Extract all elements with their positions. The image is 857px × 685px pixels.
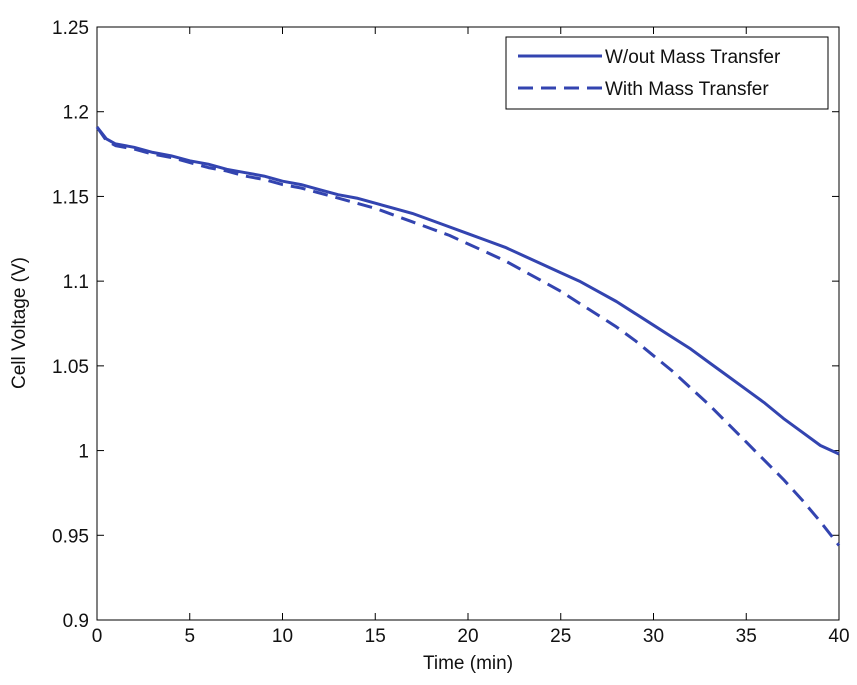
- y-axis-label: Cell Voltage (V): [9, 257, 30, 389]
- x-tick-label: 10: [272, 626, 293, 647]
- series-line-without-mass-transfer: [95, 126, 840, 456]
- y-tick-label: 1.05: [52, 357, 89, 378]
- y-tick-label: 1.1: [63, 272, 89, 293]
- legend: W/out Mass Transfer With Mass Transfer: [505, 36, 829, 110]
- x-tick-label: 40: [828, 626, 849, 647]
- y-tick-label: 0.95: [52, 526, 89, 547]
- x-tick-label: 0: [92, 626, 103, 647]
- legend-label-without-mass-transfer: W/out Mass Transfer: [605, 47, 781, 68]
- y-tick-label: 1.2: [63, 103, 89, 124]
- x-tick-label: 30: [643, 626, 664, 647]
- axis-ticks: 0 5 10 15 20 25 30 35 40 0.9 0.95 1 1.05 1.1 1.15 1.2 1.…: [52, 18, 850, 647]
- x-tick-label: 35: [736, 626, 757, 647]
- legend-box: [505, 36, 829, 110]
- plot-frame: [96, 26, 840, 621]
- x-tick-label: 15: [365, 626, 386, 647]
- y-tick-label: 0.9: [63, 611, 89, 632]
- x-tick-label: 25: [550, 626, 571, 647]
- legend-label-with-mass-transfer: With Mass Transfer: [605, 79, 769, 100]
- x-tick-label: 5: [184, 626, 195, 647]
- x-axis-label: Time (min): [423, 653, 513, 674]
- series-line-with-mass-transfer: [95, 126, 841, 547]
- y-tick-label: 1.15: [52, 187, 89, 208]
- y-tick-label: 1.25: [52, 18, 89, 39]
- series-layer: [95, 126, 841, 547]
- x-tick-label: 20: [457, 626, 478, 647]
- y-tick-label: 1: [78, 442, 89, 463]
